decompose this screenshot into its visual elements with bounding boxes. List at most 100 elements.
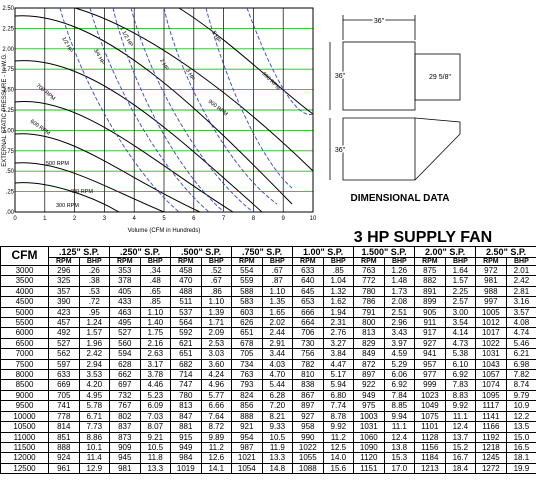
table-cell: 5.29	[383, 358, 416, 371]
table-cell: 12.2	[505, 410, 536, 423]
table-cell: 990	[292, 431, 324, 443]
x-axis-label: Volume (CFM in Hundreds)	[128, 228, 201, 234]
table-cell: 2.44	[261, 327, 294, 339]
figure: 1/2 HP 3/4 HP 1 1/2 HP 2 HP 3 HP 5 HP 70…	[2, 6, 492, 246]
cfm-cell: 6000	[0, 327, 49, 339]
table-cell: 927	[292, 410, 324, 423]
table-cell: 802	[109, 410, 141, 423]
curve-label: 990 RPM	[261, 71, 282, 92]
subheader: BHP	[322, 257, 355, 266]
table-cell: 1272	[475, 462, 507, 475]
table-cell: 732	[109, 389, 141, 402]
table-cell: 8.07	[139, 421, 172, 433]
group-header: 2.00" S.P.	[414, 246, 477, 258]
unit-side	[342, 41, 416, 111]
cfm-cell: 12500	[0, 462, 49, 475]
table-cell: 651	[170, 348, 202, 360]
table-cell: .48	[139, 275, 172, 287]
table-cell: 11.2	[322, 431, 355, 443]
group-header: 2.50" S.P.	[475, 246, 536, 258]
table-cell: 2.42	[505, 275, 536, 287]
table-cell: 5.94	[322, 379, 355, 391]
table-cell: 296	[48, 264, 80, 277]
table-cell: 1.73	[383, 285, 416, 298]
table-cell: 1057	[475, 369, 507, 381]
table-cell: 813	[170, 400, 202, 412]
table-cell: 1218	[475, 441, 507, 454]
table-cell: 1166	[475, 421, 507, 433]
table-cell: 645	[292, 285, 324, 298]
table-cell: 603	[231, 306, 263, 319]
table-cell: 849	[353, 348, 385, 360]
table-cell: 1.40	[139, 317, 172, 329]
table-cell: 2.16	[139, 337, 172, 350]
table-cell: 1.26	[383, 264, 416, 277]
cfm-cell: 12000	[0, 452, 49, 464]
table-cell: 958	[292, 421, 324, 433]
table-cell: 1184	[414, 452, 446, 464]
table-cell: 4.96	[200, 379, 233, 391]
table-cell: 786	[353, 296, 385, 308]
cfm-cell: 8500	[0, 379, 49, 391]
table-cell: 633	[292, 264, 324, 277]
table-cell: 813	[353, 327, 385, 339]
y-tick-label: 1.00	[2, 128, 14, 134]
table-row: 8500 669 4.20 697 4.46 747 4.96 793 5.44 838 5.94 9…	[0, 379, 536, 391]
table-cell: 1156	[414, 441, 446, 454]
table-cell: 15.2	[444, 441, 477, 454]
x-tick-label: 1	[43, 216, 47, 222]
table-cell: 9.92	[322, 421, 355, 433]
table-cell: 2.25	[444, 285, 477, 298]
table-cell: 1.57	[78, 327, 111, 339]
table-cell: 10.9	[505, 400, 536, 412]
table-cell: 705	[231, 348, 263, 360]
table-cell: 1.48	[383, 275, 416, 287]
table-cell: 626	[231, 317, 263, 329]
caption: DIMENSIONAL DATA	[351, 193, 450, 204]
table-cell: 588	[231, 285, 263, 298]
table-cell: .38	[78, 275, 111, 287]
cfm-cell: 6500	[0, 337, 49, 350]
table-cell: 706	[292, 327, 324, 339]
table-cell: 6.92	[383, 379, 416, 391]
table-cell: 873	[109, 431, 141, 443]
group-header: 1.500" S.P.	[353, 246, 416, 258]
table-cell: .53	[78, 285, 111, 298]
curve-label: 3 HP	[184, 68, 195, 82]
hp-curve	[59, 7, 180, 213]
dimension-label: 29 5/8"	[429, 74, 451, 81]
subheader: RPM	[48, 257, 80, 266]
table-cell: 888	[48, 441, 80, 454]
table-cell: 909	[109, 441, 141, 454]
table-cell: 905	[414, 306, 446, 319]
table-cell: 14.8	[261, 462, 294, 475]
table-cell: 922	[353, 379, 385, 391]
table-cell: 405	[109, 285, 141, 298]
table-cell: 897	[292, 400, 324, 412]
table-cell: 1054	[231, 462, 263, 475]
table-cell: 4.47	[322, 358, 355, 371]
curve-label: 2 HP	[158, 58, 169, 72]
table-cell: 11.9	[261, 441, 294, 454]
table-cell: 981	[109, 462, 141, 475]
table-cell: 875	[414, 264, 446, 277]
table-cell: 6.98	[505, 358, 536, 371]
table-cell: 1.10	[261, 285, 294, 298]
table-cell: 633	[48, 369, 80, 381]
table-cell: 18.1	[505, 452, 536, 464]
table-cell: 594	[109, 348, 141, 360]
table-cell: .72	[78, 296, 111, 308]
cfm-cell: 4500	[0, 296, 49, 308]
table-cell: 6.09	[139, 400, 172, 412]
cfm-cell: 11500	[0, 441, 49, 454]
table-cell: 6.80	[322, 389, 355, 402]
table-cell: 3.17	[139, 358, 172, 371]
table-cell: 1151	[353, 462, 385, 475]
table-cell: 16.5	[505, 441, 536, 454]
table-cell: 1128	[414, 431, 446, 443]
table-cell: 11.4	[78, 452, 111, 464]
fan-curve	[74, 7, 314, 172]
hp-curve	[205, 7, 293, 189]
table-cell: 851	[48, 431, 80, 443]
